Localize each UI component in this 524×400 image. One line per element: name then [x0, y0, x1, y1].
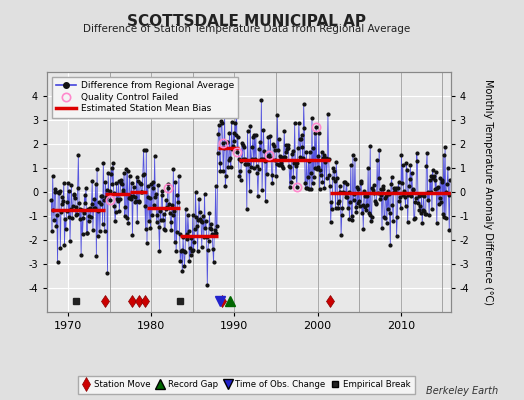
Text: Berkeley Earth: Berkeley Earth	[425, 386, 498, 396]
Legend: Difference from Regional Average, Quality Control Failed, Estimated Station Mean: Difference from Regional Average, Qualit…	[52, 76, 238, 118]
Legend: Station Move, Record Gap, Time of Obs. Change, Empirical Break: Station Move, Record Gap, Time of Obs. C…	[78, 376, 415, 394]
Text: Difference of Station Temperature Data from Regional Average: Difference of Station Temperature Data f…	[83, 24, 410, 34]
Text: SCOTTSDALE MUNICIPAL AP: SCOTTSDALE MUNICIPAL AP	[127, 14, 366, 29]
Y-axis label: Monthly Temperature Anomaly Difference (°C): Monthly Temperature Anomaly Difference (…	[483, 79, 493, 305]
